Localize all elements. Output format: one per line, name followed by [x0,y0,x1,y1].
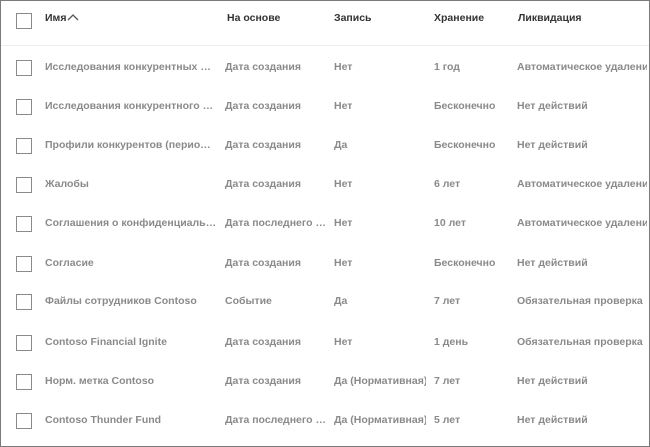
cell-record: Нет [334,336,353,348]
cell-base: Дата создания [225,100,301,112]
cell-retention: 1 год [434,61,460,73]
cell-retention: 7 лет [434,375,461,387]
cell-liquidation: Обязательная проверка [517,295,643,307]
table-row[interactable]: Согласие Дата создания Нет Бесконечно Нет де… [1,244,649,283]
cell-record: Да (Нормативная) [334,375,426,387]
cell-base: Дата создания [225,61,301,73]
column-header-base[interactable]: На основе [227,12,281,24]
sort-ascending-icon[interactable] [67,13,79,21]
cell-base: Дата создания [225,375,301,387]
cell-retention: 10 лет [434,217,466,229]
cell-base: Дата создания [225,257,301,269]
column-header-record[interactable]: Запись [334,12,372,24]
row-checkbox[interactable] [16,177,32,193]
column-header-name[interactable]: Имя [45,12,67,24]
cell-liquidation: Нет действий [517,139,588,151]
cell-liquidation: Нет действий [517,414,588,426]
cell-retention: 7 лет [434,295,461,307]
select-all-checkbox[interactable] [16,13,32,29]
list-header: Имя На основе Запись Хранение Ликвидация [1,1,649,46]
cell-retention: 6 лет [434,178,461,190]
row-checkbox[interactable] [16,256,32,272]
cell-base: Дата создания [225,336,301,348]
cell-record: Да [334,295,348,307]
cell-record: Нет [334,178,353,190]
cell-liquidation: Автоматическое удаление [517,61,647,73]
row-checkbox[interactable] [16,138,32,154]
table-row[interactable]: Contoso Thunder Fund Дата последнего изме… [1,401,649,440]
cell-liquidation: Автоматическое удаление [517,178,647,190]
table-row[interactable]: Соглашения о конфиденциальности Дата посл… [1,204,649,243]
cell-name[interactable]: Жалобы [45,178,89,190]
cell-name[interactable]: Contoso Financial Ignite [45,336,167,348]
column-header-retention[interactable]: Хранение [434,12,485,24]
table-row[interactable]: Профили конкурентов (периодические) Дата … [1,126,649,165]
row-checkbox[interactable] [16,413,32,429]
row-checkbox[interactable] [16,60,32,76]
cell-name[interactable]: Норм. метка Contoso [45,375,155,387]
cell-record: Нет [334,61,353,73]
table-row[interactable]: Исследования конкурентных преимуществ Дат… [1,48,649,87]
table-row[interactable]: Contoso Financial Ignite Дата создания Нет… [1,323,649,362]
cell-liquidation: Нет действий [517,257,588,269]
row-checkbox[interactable] [16,216,32,232]
cell-record: Да (Нормативная) [334,414,426,426]
cell-name[interactable]: Файлы сотрудников Contoso [45,295,197,307]
table-row[interactable]: Норм. метка Contoso Дата создания Да (Норм… [1,362,649,401]
row-checkbox[interactable] [16,99,32,115]
table-row[interactable]: Жалобы Дата создания Нет 6 лет Автоматическо… [1,165,649,204]
cell-retention: Бесконечно [434,139,496,151]
cell-base: Дата создания [225,139,301,151]
cell-liquidation: Нет действий [517,100,588,112]
column-header-liquidation[interactable]: Ликвидация [518,12,582,24]
row-checkbox[interactable] [16,374,32,390]
cell-record: Нет [334,257,353,269]
row-checkbox[interactable] [16,294,32,310]
cell-retention: 5 лет [434,414,461,426]
cell-base: Событие [225,295,272,307]
cell-record: Нет [334,100,353,112]
cell-record: Нет [334,217,353,229]
table-row[interactable]: Файлы сотрудников Contoso Событие Да 7 лет О… [1,282,649,321]
cell-retention: 1 день [434,336,469,348]
cell-base: Дата последнего изменения [225,217,327,229]
cell-name[interactable]: Согласие [45,257,94,269]
cell-name[interactable]: Профили конкурентов (периодические) [45,139,217,151]
cell-base: Дата создания [225,178,301,190]
table-row[interactable]: Исследования конкурентного рынка Дата соз… [1,87,649,126]
cell-retention: Бесконечно [434,257,496,269]
cell-liquidation: Нет действий [517,375,588,387]
cell-liquidation: Обязательная проверка [517,336,643,348]
cell-base: Дата последнего изменения [225,414,327,426]
cell-name[interactable]: Исследования конкурентных преимуществ [45,61,217,73]
cell-name[interactable]: Исследования конкурентного рынка [45,100,217,112]
cell-name[interactable]: Соглашения о конфиденциальности [45,217,217,229]
cell-record: Да [334,139,348,151]
cell-name[interactable]: Contoso Thunder Fund [45,414,162,426]
cell-retention: Бесконечно [434,100,496,112]
cell-liquidation: Автоматическое удаление [517,217,647,229]
row-checkbox[interactable] [16,335,32,351]
